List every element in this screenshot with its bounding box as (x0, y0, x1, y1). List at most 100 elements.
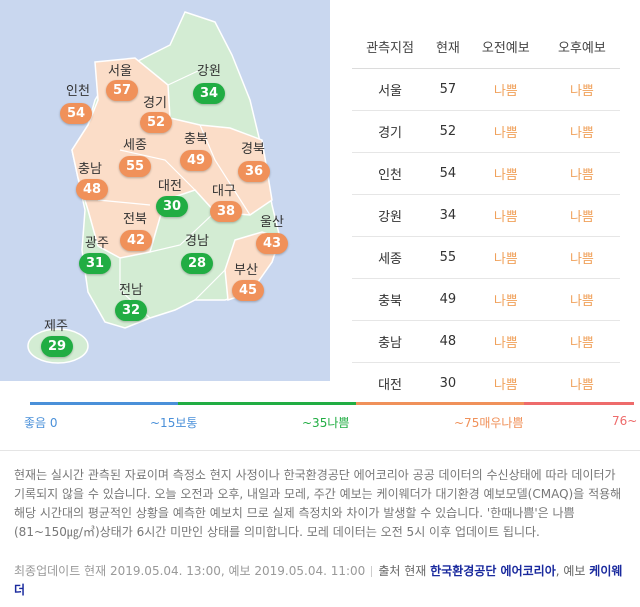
legend-label-max: 76~ (612, 414, 638, 428)
region-name-sejong: 세종 (123, 138, 147, 153)
row-am-forecast: 나쁨 (467, 278, 544, 321)
header-am-forecast: 오전예보 (467, 24, 544, 69)
legend-bar-good (30, 402, 178, 405)
row-site: 인천 (352, 152, 429, 195)
region-badge-daejeon[interactable]: 30 (156, 196, 188, 217)
row-am-forecast: 나쁨 (467, 320, 544, 363)
row-am-forecast: 나쁨 (467, 362, 544, 405)
source-kweather-link[interactable]: 케이웨더 (14, 564, 623, 597)
region-badge-jeonnam[interactable]: 32 (115, 300, 147, 321)
row-current: 48 (428, 320, 468, 363)
legend-bar-very-bad (524, 402, 634, 405)
legend-label-bad: ~35나쁨 (302, 416, 350, 430)
row-pm-forecast: 나쁨 (543, 320, 620, 363)
row-site: 강원 (352, 194, 429, 237)
row-am-forecast: 나쁨 (467, 236, 544, 279)
region-name-jeju: 제주 (44, 319, 68, 334)
row-pm-forecast: 나쁨 (543, 278, 620, 321)
footer-separator (371, 566, 373, 577)
row-site: 서울 (352, 68, 429, 111)
table-row: 세종 55 나쁨 나쁨 (352, 236, 620, 279)
row-pm-forecast: 나쁨 (543, 68, 620, 111)
table-row: 충북 49 나쁨 나쁨 (352, 278, 620, 321)
row-pm-forecast: 나쁨 (543, 362, 620, 405)
row-site: 충북 (352, 278, 429, 321)
source-airkorea-link[interactable]: 한국환경공단 에어코리아 (430, 564, 556, 578)
table-row: 강원 34 나쁨 나쁨 (352, 194, 620, 237)
row-current: 52 (428, 110, 468, 153)
table-row: 대전 30 나쁨 나쁨 (352, 362, 620, 405)
region-badge-gyeongbuk[interactable]: 36 (238, 161, 270, 182)
table-row: 경기 52 나쁨 나쁨 (352, 110, 620, 153)
row-pm-forecast: 나쁨 (543, 194, 620, 237)
row-site: 충남 (352, 320, 429, 363)
table-row: 서울 57 나쁨 나쁨 (352, 68, 620, 111)
air-quality-table: 관측지점 현재 오전예보 오후예보 서울 57 나쁨 나쁨 경기 52 나쁨 나… (352, 24, 620, 405)
region-badge-incheon[interactable]: 54 (60, 103, 92, 124)
source-mid-text: , 예보 (555, 564, 586, 578)
legend-label-very-bad: ~75매우나쁨 (454, 416, 524, 430)
region-name-daegu: 대구 (212, 184, 236, 199)
region-badge-jeonbuk[interactable]: 42 (120, 230, 152, 251)
section-divider (0, 450, 640, 451)
table-header-row: 관측지점 현재 오전예보 오후예보 (352, 24, 620, 69)
row-site: 세종 (352, 236, 429, 279)
row-current: 30 (428, 362, 468, 405)
table-row: 인천 54 나쁨 나쁨 (352, 152, 620, 195)
row-current: 34 (428, 194, 468, 237)
row-am-forecast: 나쁨 (467, 68, 544, 111)
row-pm-forecast: 나쁨 (543, 152, 620, 195)
update-footer: 최종업데이트 현재 2019.05.04. 13:00, 예보 2019.05.… (14, 562, 626, 600)
air-quality-map: 서울 57 경기 52 인천 54 강원 34 세종 55 충북 49 경북 3… (0, 0, 330, 381)
air-quality-legend: 좋음 0 ~15보통 ~35나쁨 ~75매우나쁨 76~ (24, 402, 638, 432)
legend-label-normal: ~15보통 (150, 416, 198, 430)
air-quality-table-panel: 관측지점 현재 오전예보 오후예보 서울 57 나쁨 나쁨 경기 52 나쁨 나… (352, 24, 620, 405)
row-am-forecast: 나쁨 (467, 152, 544, 195)
row-current: 55 (428, 236, 468, 279)
region-name-daejeon: 대전 (158, 179, 182, 194)
legend-label-good: 좋음 0 (24, 416, 58, 430)
header-current: 현재 (428, 24, 468, 69)
row-pm-forecast: 나쁨 (543, 236, 620, 279)
region-badge-seoul[interactable]: 57 (106, 80, 138, 101)
region-badge-daegu[interactable]: 38 (210, 201, 242, 222)
row-current: 57 (428, 68, 468, 111)
data-notice-text: 현재는 실시간 관측된 자료이며 측정소 현지 사정이나 한국환경공단 에어코리… (14, 468, 622, 539)
header-pm-forecast: 오후예보 (543, 24, 620, 69)
region-badge-gwangju[interactable]: 31 (79, 253, 111, 274)
row-am-forecast: 나쁨 (467, 194, 544, 237)
row-site: 경기 (352, 110, 429, 153)
region-badge-sejong[interactable]: 55 (119, 156, 151, 177)
region-name-chungbuk: 충북 (184, 132, 208, 147)
table-row: 충남 48 나쁨 나쁨 (352, 320, 620, 363)
legend-bar-bad (356, 402, 524, 405)
region-badge-gyeonggi[interactable]: 52 (140, 112, 172, 133)
region-name-incheon: 인천 (66, 84, 90, 99)
region-badge-gangwon[interactable]: 34 (193, 83, 225, 104)
row-site: 대전 (352, 362, 429, 405)
row-current: 54 (428, 152, 468, 195)
row-current: 49 (428, 278, 468, 321)
source-prefix: 출처 현재 (378, 564, 427, 578)
region-badge-ulsan[interactable]: 43 (256, 233, 288, 254)
region-name-gyeongbuk: 경북 (241, 142, 265, 157)
region-badge-gyeongnam[interactable]: 28 (181, 253, 213, 274)
region-name-gyeongnam: 경남 (185, 234, 209, 249)
region-badge-jeju[interactable]: 29 (41, 336, 73, 357)
region-badge-chungbuk[interactable]: 49 (180, 150, 212, 171)
region-name-busan: 부산 (234, 263, 258, 278)
region-name-chungnam: 충남 (78, 162, 102, 177)
region-name-ulsan: 울산 (260, 215, 284, 230)
row-am-forecast: 나쁨 (467, 110, 544, 153)
region-name-seoul: 서울 (108, 64, 132, 79)
header-site: 관측지점 (352, 24, 429, 69)
row-pm-forecast: 나쁨 (543, 110, 620, 153)
update-time-text: 최종업데이트 현재 2019.05.04. 13:00, 예보 2019.05.… (14, 564, 366, 578)
region-name-gwangju: 광주 (85, 236, 109, 251)
region-badge-busan[interactable]: 45 (232, 280, 264, 301)
region-badge-chungnam[interactable]: 48 (76, 179, 108, 200)
region-name-gyeonggi: 경기 (143, 96, 167, 111)
region-name-jeonnam: 전남 (119, 283, 143, 298)
legend-bar-normal (178, 402, 356, 405)
region-name-jeonbuk: 전북 (123, 212, 147, 227)
